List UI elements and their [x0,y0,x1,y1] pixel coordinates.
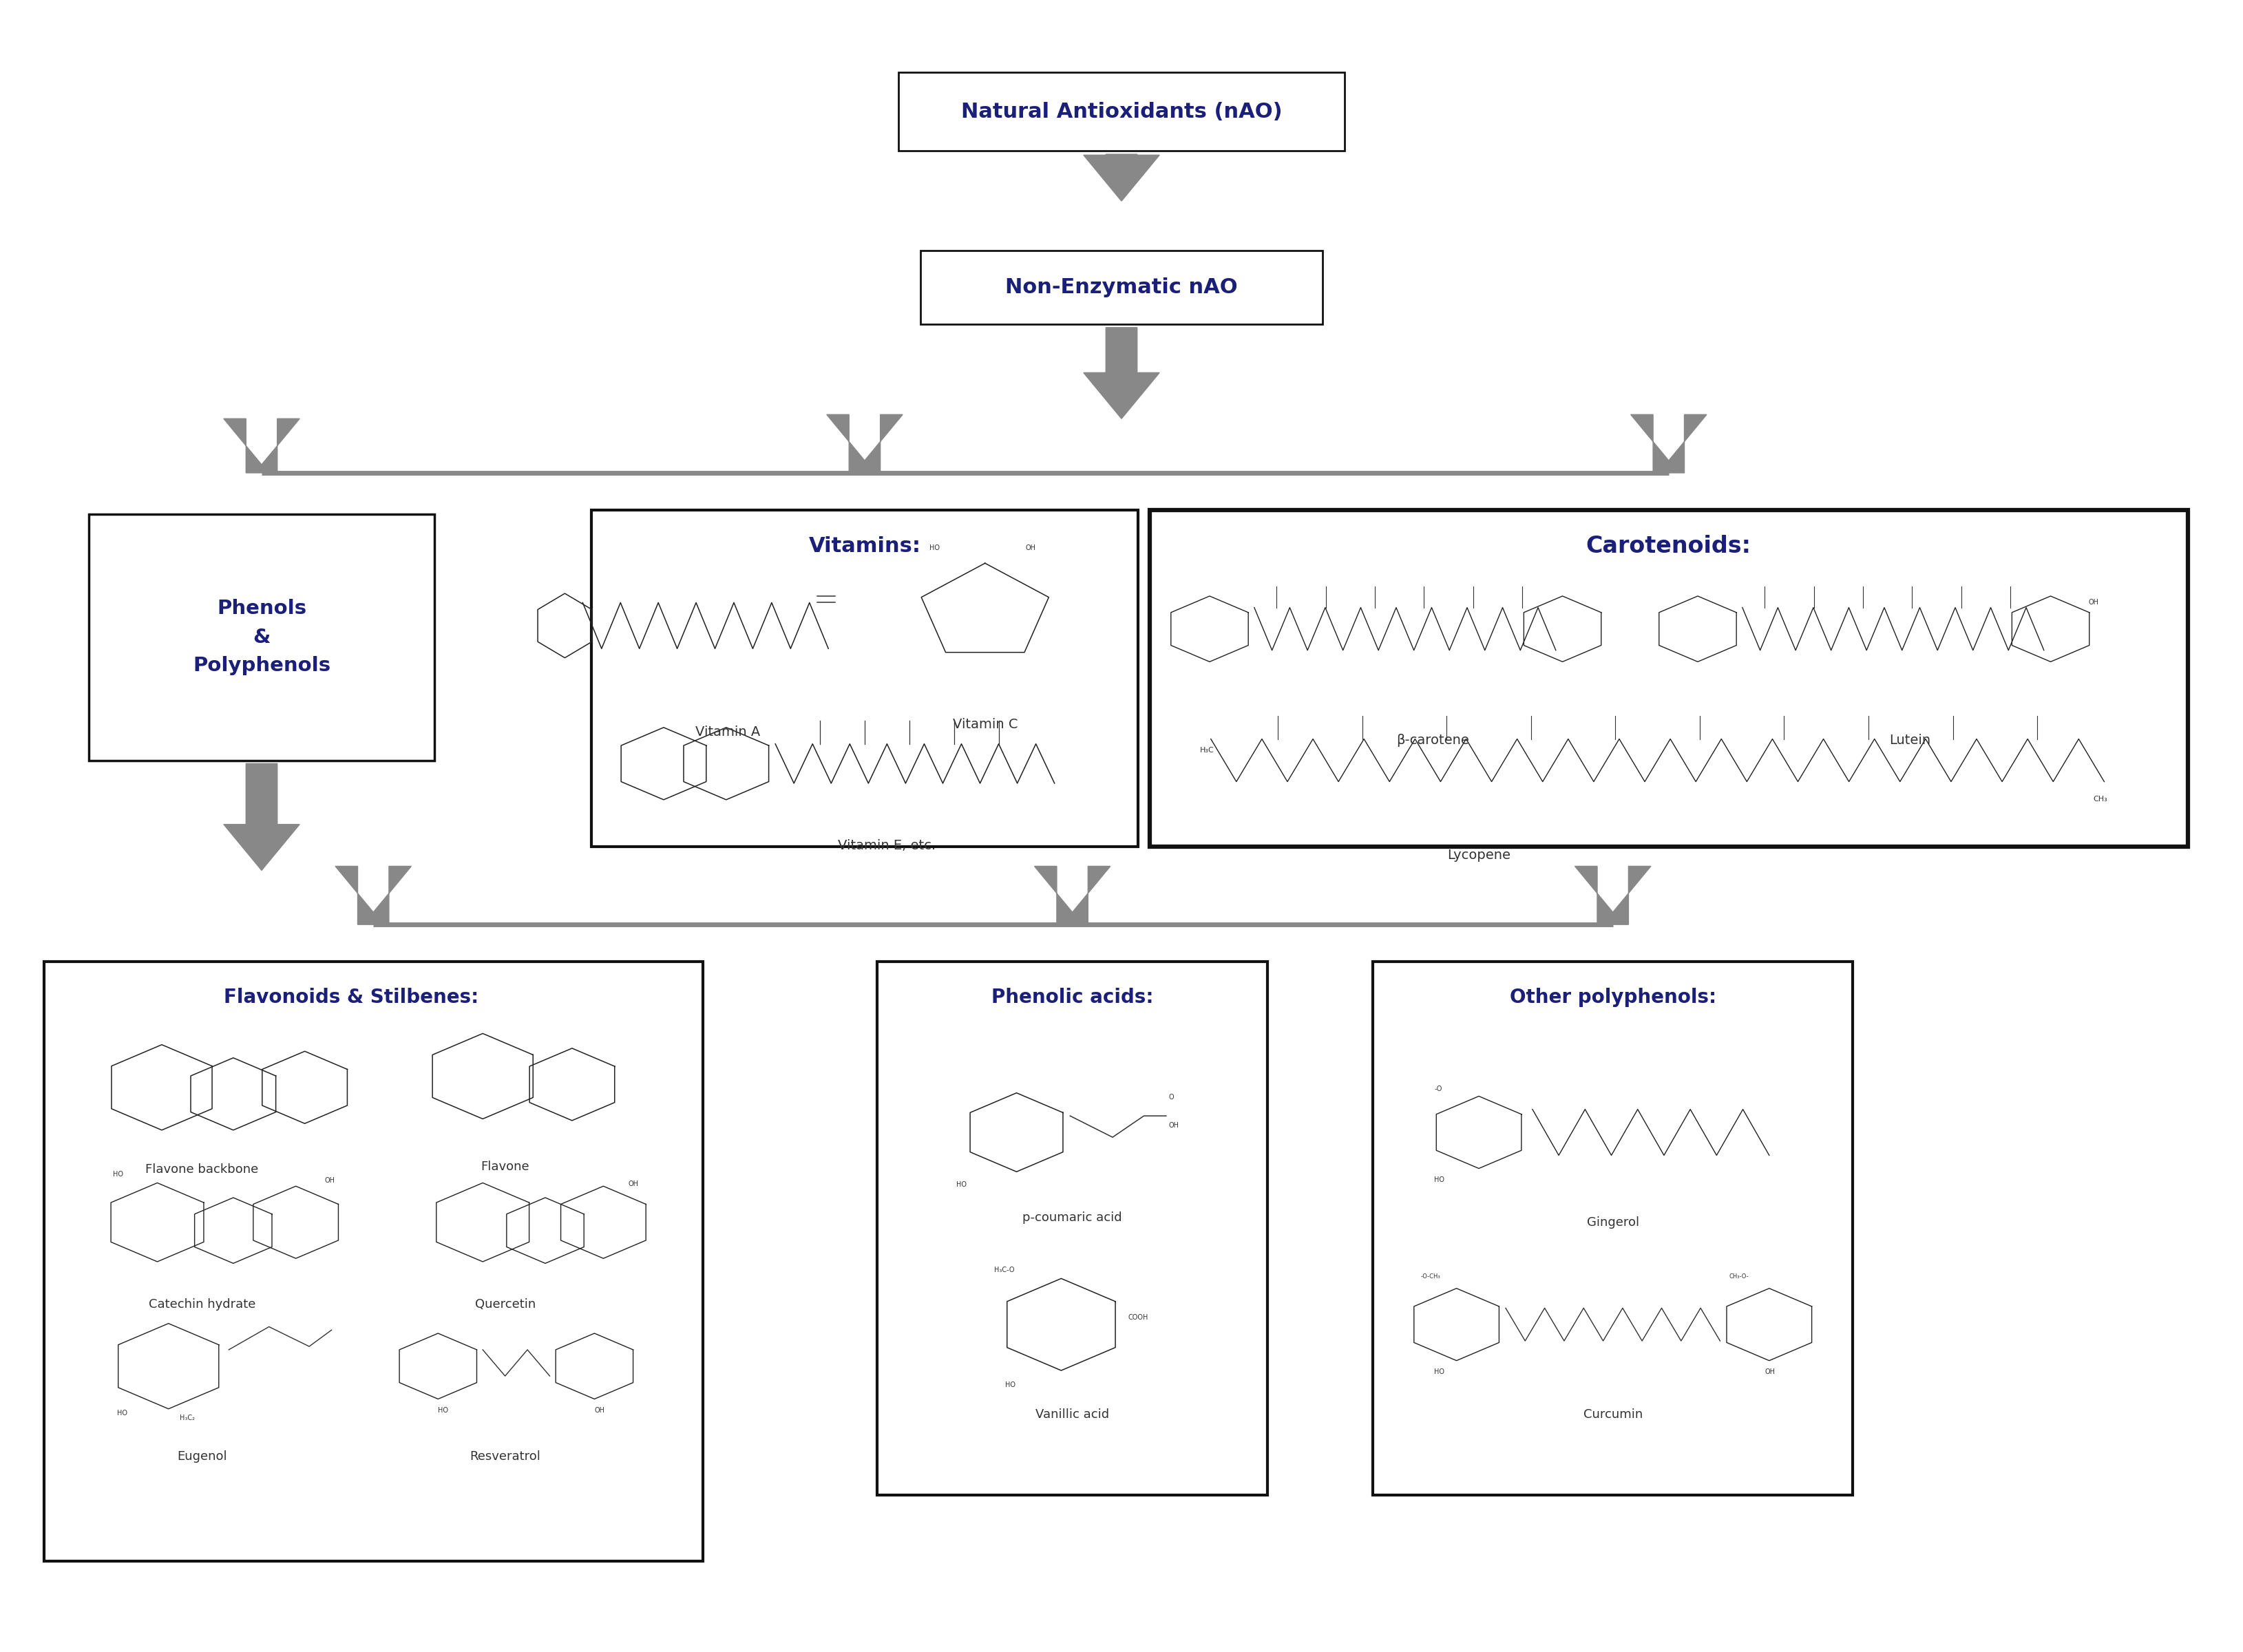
FancyBboxPatch shape [1148,510,2187,846]
Text: Quercetin: Quercetin [476,1298,536,1310]
Text: OH: OH [628,1181,639,1188]
Text: CH₃-O-: CH₃-O- [1729,1274,1750,1280]
Text: Gingerol: Gingerol [1586,1216,1640,1229]
Text: H₃C-O: H₃C-O [994,1267,1014,1274]
Text: OH: OH [1765,1368,1774,1374]
FancyBboxPatch shape [1373,961,1853,1495]
Text: H₃C: H₃C [1200,747,1213,753]
Polygon shape [1575,866,1651,925]
FancyBboxPatch shape [592,510,1137,846]
Text: Vitamin E, etc.: Vitamin E, etc. [839,839,935,852]
FancyBboxPatch shape [897,73,1346,150]
Text: Carotenoids:: Carotenoids: [1586,535,1752,557]
Text: p-coumaric acid: p-coumaric acid [1023,1211,1122,1224]
Text: COOH: COOH [1128,1313,1148,1322]
Text: H₃C₂: H₃C₂ [179,1414,195,1422]
Text: Natural Antioxidants (nAO): Natural Antioxidants (nAO) [960,101,1283,122]
Text: OH: OH [2088,598,2099,606]
Text: -O-CH₃: -O-CH₃ [1420,1274,1440,1280]
Text: OH: OH [325,1178,334,1184]
Text: HO: HO [117,1409,128,1417]
Polygon shape [1083,154,1160,202]
Text: Curcumin: Curcumin [1584,1409,1642,1421]
Polygon shape [224,418,301,472]
FancyBboxPatch shape [45,961,702,1561]
Text: OH: OH [1169,1122,1180,1128]
Polygon shape [1083,327,1160,418]
Polygon shape [336,866,410,925]
Text: β-carotene: β-carotene [1397,733,1469,747]
Text: Phenolic acids:: Phenolic acids: [991,988,1153,1008]
FancyBboxPatch shape [877,961,1267,1495]
Text: Vitamins:: Vitamins: [807,535,922,557]
Text: HO: HO [112,1171,123,1178]
Text: Lycopene: Lycopene [1447,849,1510,862]
FancyBboxPatch shape [87,514,435,760]
Polygon shape [1631,415,1707,472]
Polygon shape [224,763,301,871]
Text: HO: HO [1433,1176,1444,1183]
Text: CH₃: CH₃ [2093,796,2108,803]
Text: Resveratrol: Resveratrol [469,1450,541,1462]
Text: Non-Enzymatic nAO: Non-Enzymatic nAO [1005,278,1238,297]
Text: Vitamin C: Vitamin C [953,717,1018,730]
Polygon shape [1034,866,1110,925]
Text: -O: -O [1433,1085,1442,1092]
Text: Phenols
&
Polyphenols: Phenols & Polyphenols [193,600,330,676]
Text: OH: OH [594,1406,606,1414]
Text: OH: OH [1025,545,1036,552]
Text: Flavone backbone: Flavone backbone [146,1163,258,1176]
Text: Vitamin A: Vitamin A [695,725,760,738]
Text: HO: HO [956,1181,967,1188]
FancyBboxPatch shape [920,251,1323,324]
Text: Other polyphenols:: Other polyphenols: [1510,988,1716,1008]
Text: Vanillic acid: Vanillic acid [1036,1409,1110,1421]
Text: HO: HO [1433,1368,1444,1374]
Text: Flavonoids & Stilbenes:: Flavonoids & Stilbenes: [224,988,478,1008]
Text: HO: HO [1005,1381,1016,1388]
Text: Flavone: Flavone [480,1160,529,1173]
Polygon shape [828,415,902,472]
Text: HO: HO [929,545,940,552]
Text: O: O [1169,1094,1173,1100]
Text: Eugenol: Eugenol [177,1450,227,1462]
Text: Catechin hydrate: Catechin hydrate [148,1298,256,1310]
Text: Lutein: Lutein [1889,733,1931,747]
Text: HO: HO [437,1406,449,1414]
